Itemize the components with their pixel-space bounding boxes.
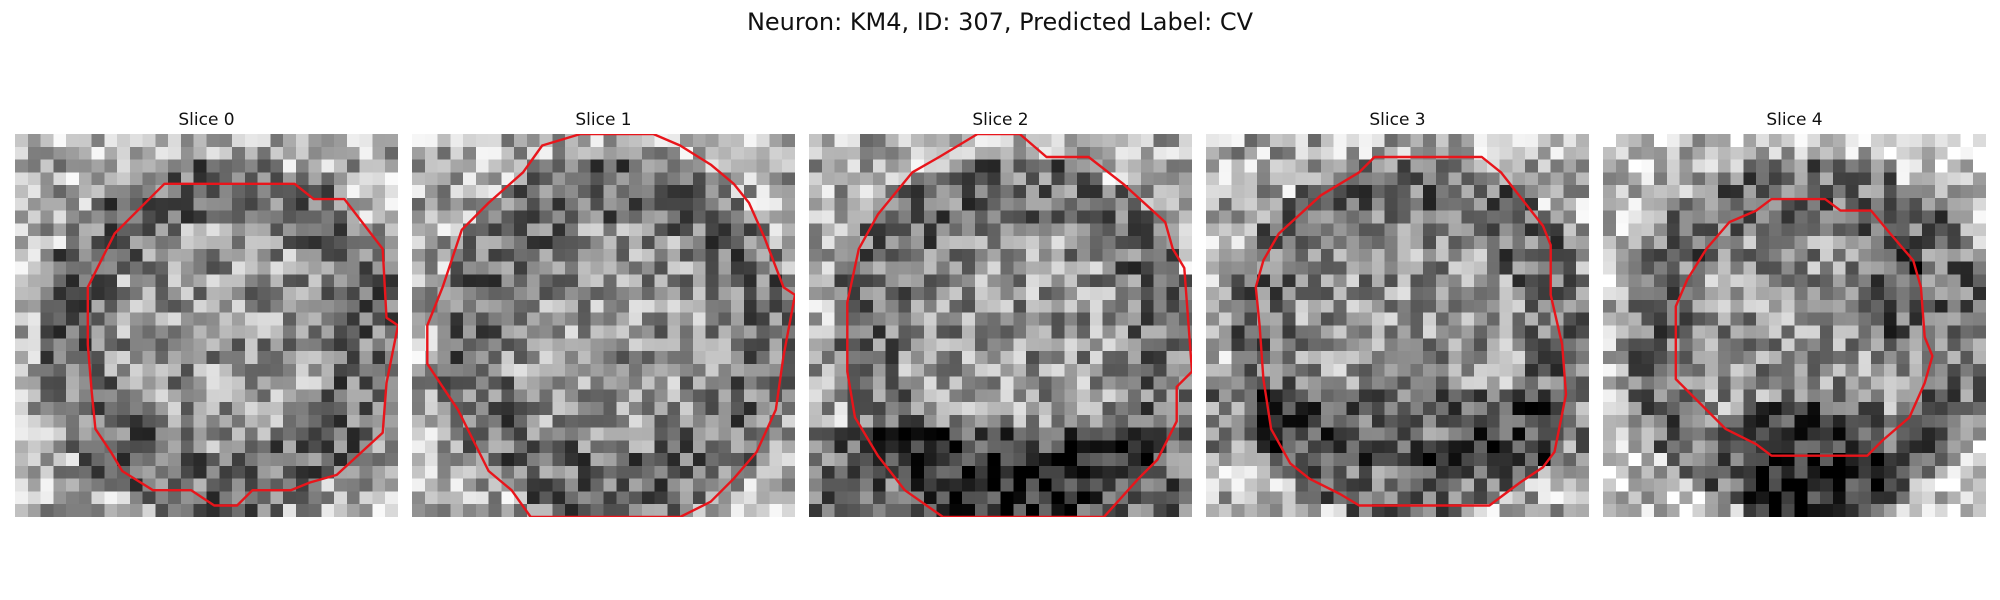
slice-panel-0: Slice 0 (15, 110, 398, 517)
slice-image (1206, 134, 1589, 517)
slice-title: Slice 1 (575, 110, 632, 130)
segmentation-contour (86, 182, 398, 507)
slice-panel-1: Slice 1 (412, 110, 795, 517)
slice-title: Slice 3 (1369, 110, 1426, 130)
segmentation-contour (1674, 197, 1934, 457)
slice-title: Slice 0 (178, 110, 235, 130)
slice-panel-2: Slice 2 (809, 110, 1192, 517)
segmentation-contour (846, 134, 1192, 517)
slice-panel-4: Slice 4 (1603, 110, 1986, 517)
slice-title: Slice 4 (1766, 110, 1823, 130)
slice-image (15, 134, 398, 517)
segmentation-contour (426, 134, 795, 517)
slice-title: Slice 2 (972, 110, 1029, 130)
figure-title: Neuron: KM4, ID: 307, Predicted Label: C… (746, 8, 1254, 36)
slice-image (1603, 134, 1986, 517)
slice-image (412, 134, 795, 517)
segmentation-contour (1254, 155, 1568, 507)
slice-panel-3: Slice 3 (1206, 110, 1589, 517)
slice-image (809, 134, 1192, 517)
